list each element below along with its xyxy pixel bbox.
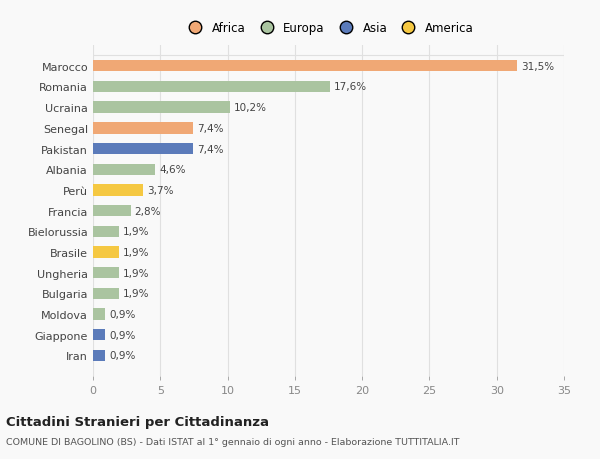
Bar bbox=[93, 350, 105, 361]
Text: 7,4%: 7,4% bbox=[197, 144, 223, 154]
Text: 1,9%: 1,9% bbox=[122, 247, 149, 257]
Bar bbox=[93, 82, 330, 93]
Text: 1,9%: 1,9% bbox=[122, 268, 149, 278]
Bar bbox=[93, 330, 105, 341]
Bar bbox=[93, 123, 193, 134]
Legend: Africa, Europa, Asia, America: Africa, Europa, Asia, America bbox=[180, 19, 477, 39]
Text: 1,9%: 1,9% bbox=[122, 227, 149, 237]
Bar bbox=[93, 247, 119, 258]
Text: 0,9%: 0,9% bbox=[109, 330, 136, 340]
Text: 2,8%: 2,8% bbox=[135, 206, 161, 216]
Text: COMUNE DI BAGOLINO (BS) - Dati ISTAT al 1° gennaio di ogni anno - Elaborazione T: COMUNE DI BAGOLINO (BS) - Dati ISTAT al … bbox=[6, 437, 460, 446]
Text: 0,9%: 0,9% bbox=[109, 351, 136, 361]
Text: 17,6%: 17,6% bbox=[334, 82, 367, 92]
Text: 31,5%: 31,5% bbox=[521, 62, 554, 72]
Text: 0,9%: 0,9% bbox=[109, 309, 136, 319]
Bar bbox=[93, 268, 119, 279]
Bar bbox=[93, 102, 230, 113]
Bar bbox=[93, 61, 517, 72]
Bar bbox=[93, 288, 119, 299]
Text: Cittadini Stranieri per Cittadinanza: Cittadini Stranieri per Cittadinanza bbox=[6, 415, 269, 428]
Bar bbox=[93, 309, 105, 320]
Bar bbox=[93, 226, 119, 237]
Text: 10,2%: 10,2% bbox=[235, 103, 268, 113]
Text: 1,9%: 1,9% bbox=[122, 289, 149, 299]
Bar bbox=[93, 164, 155, 175]
Bar bbox=[93, 206, 131, 217]
Bar bbox=[93, 185, 143, 196]
Bar bbox=[93, 144, 193, 155]
Text: 7,4%: 7,4% bbox=[197, 123, 223, 134]
Text: 4,6%: 4,6% bbox=[159, 165, 185, 175]
Text: 3,7%: 3,7% bbox=[147, 185, 173, 196]
